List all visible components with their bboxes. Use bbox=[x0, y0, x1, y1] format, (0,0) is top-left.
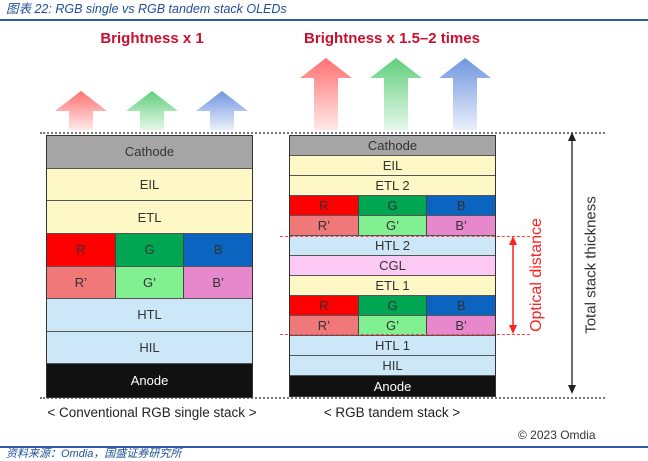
tandem-brightness-headline: Brightness x 1.5–2 times bbox=[304, 30, 480, 47]
figure-title: 图表 22: RGB single vs RGB tandem stack OL… bbox=[6, 2, 287, 16]
optical-bottom-line bbox=[280, 334, 530, 335]
layer-eil: EIL bbox=[47, 168, 252, 201]
layer-eil: EIL bbox=[290, 156, 495, 175]
layer-b: B bbox=[184, 233, 253, 266]
layer-r-: R’ bbox=[47, 266, 116, 299]
layer-row: Cathode bbox=[47, 136, 252, 169]
layer-r: R bbox=[290, 296, 359, 315]
title-divider bbox=[0, 19, 648, 21]
layer-row: R’ G’ B’ bbox=[290, 316, 496, 336]
layer-cgl: CGL bbox=[290, 256, 495, 275]
bottom-dotted-line bbox=[40, 397, 605, 399]
tandem-stack-caption: < RGB tandem stack > bbox=[323, 405, 461, 420]
layer-g: G bbox=[358, 196, 428, 215]
layer-row: HTL 1 bbox=[290, 336, 495, 356]
layer-row: ETL bbox=[47, 201, 252, 234]
copyright: © 2023 Omdia bbox=[518, 428, 596, 442]
layer-row: EIL bbox=[290, 156, 495, 176]
source-note: 资料来源：Omdia，国盛证券研究所 bbox=[6, 448, 182, 460]
layer-b: B bbox=[427, 296, 496, 315]
total-thickness-label: Total stack thickness bbox=[582, 196, 600, 334]
footer-divider bbox=[0, 446, 648, 448]
layer-g-: G’ bbox=[358, 316, 428, 335]
layer-g-: G’ bbox=[358, 216, 428, 235]
layer-row: Anode bbox=[290, 376, 495, 396]
optical-distance-arrow bbox=[509, 236, 517, 334]
layer-r-: R’ bbox=[290, 216, 359, 235]
layer-r: R bbox=[47, 233, 116, 266]
layer-b-: B’ bbox=[427, 316, 496, 335]
layer-row: HTL bbox=[47, 299, 252, 332]
blue-arrow-icon bbox=[439, 58, 491, 130]
single-stack-caption: < Conventional RGB single stack > bbox=[47, 405, 257, 420]
layer-anode: Anode bbox=[290, 376, 495, 396]
layer-etl: ETL bbox=[47, 201, 252, 233]
layer-row: R’ G’ B’ bbox=[47, 266, 253, 300]
brightness-arrows bbox=[55, 58, 491, 130]
layer-hil: HIL bbox=[47, 331, 252, 364]
green-arrow-icon bbox=[126, 91, 178, 130]
layer-g-: G’ bbox=[115, 266, 185, 299]
red-arrow-icon bbox=[55, 91, 107, 130]
layer-row: Anode bbox=[47, 364, 252, 397]
layer-b-: B’ bbox=[184, 266, 253, 299]
dimension-arrows bbox=[509, 132, 576, 394]
layer-row: HIL bbox=[47, 331, 252, 365]
layer-cathode: Cathode bbox=[47, 136, 252, 168]
layer-etl-1: ETL 1 bbox=[290, 276, 495, 295]
layer-r: R bbox=[290, 196, 359, 215]
layer-htl-2: HTL 2 bbox=[290, 236, 495, 255]
layer-row: CGL bbox=[290, 256, 495, 276]
total-thickness-arrow bbox=[568, 132, 576, 394]
optical-distance-label: Optical distance bbox=[528, 218, 545, 332]
green-arrow-icon bbox=[370, 58, 422, 130]
layer-g: G bbox=[358, 296, 428, 315]
layer-htl-1: HTL 1 bbox=[290, 336, 495, 355]
red-arrow-icon bbox=[300, 58, 352, 130]
layer-row: HTL 2 bbox=[290, 236, 495, 256]
layer-etl-2: ETL 2 bbox=[290, 176, 495, 195]
layer-row: HIL bbox=[290, 356, 495, 376]
single-brightness-headline: Brightness x 1 bbox=[100, 30, 204, 47]
layer-r-: R’ bbox=[290, 316, 359, 335]
layer-b-: B’ bbox=[427, 216, 496, 235]
layer-row: EIL bbox=[47, 168, 252, 202]
top-dotted-line bbox=[40, 132, 605, 134]
layer-cathode: Cathode bbox=[290, 136, 495, 155]
layer-row: R’ G’ B’ bbox=[290, 216, 496, 236]
layer-anode: Anode bbox=[47, 364, 252, 397]
blue-arrow-icon bbox=[196, 91, 248, 130]
layer-row: Cathode bbox=[290, 136, 495, 156]
layer-row: ETL 2 bbox=[290, 176, 495, 196]
layer-htl: HTL bbox=[47, 299, 252, 331]
layer-g: G bbox=[115, 233, 185, 266]
layer-b: B bbox=[427, 196, 496, 215]
layer-row: ETL 1 bbox=[290, 276, 495, 296]
optical-top-line bbox=[280, 236, 530, 237]
single-stack: Cathode EIL ETL R G B R’ G’ B’ HTL HIL Anode bbox=[46, 135, 253, 398]
layer-hil: HIL bbox=[290, 356, 495, 375]
